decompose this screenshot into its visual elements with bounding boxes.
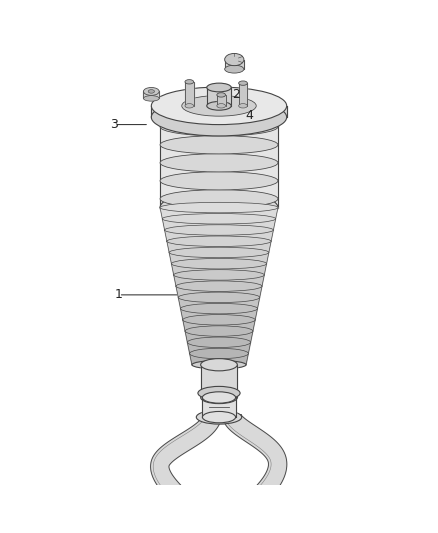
Ellipse shape	[148, 90, 155, 93]
Ellipse shape	[176, 281, 262, 292]
Polygon shape	[151, 106, 287, 117]
Ellipse shape	[187, 337, 251, 348]
Ellipse shape	[151, 87, 287, 125]
Text: 1: 1	[115, 288, 123, 301]
Ellipse shape	[171, 259, 267, 269]
Polygon shape	[239, 83, 247, 106]
Polygon shape	[202, 398, 236, 417]
Ellipse shape	[217, 103, 226, 108]
Ellipse shape	[207, 83, 231, 92]
Ellipse shape	[190, 348, 248, 359]
Ellipse shape	[243, 488, 269, 504]
Ellipse shape	[201, 359, 237, 371]
Ellipse shape	[144, 95, 159, 101]
Ellipse shape	[160, 118, 278, 136]
Polygon shape	[160, 109, 278, 207]
Ellipse shape	[160, 191, 278, 224]
Ellipse shape	[192, 360, 246, 369]
Ellipse shape	[201, 391, 237, 403]
Text: 2: 2	[233, 87, 240, 101]
Ellipse shape	[162, 490, 188, 506]
Ellipse shape	[202, 411, 236, 423]
Polygon shape	[185, 331, 253, 342]
Polygon shape	[162, 219, 276, 230]
Polygon shape	[176, 286, 262, 297]
Ellipse shape	[144, 87, 159, 95]
Ellipse shape	[207, 101, 231, 110]
Polygon shape	[201, 365, 237, 398]
Ellipse shape	[178, 292, 260, 303]
Ellipse shape	[206, 413, 232, 421]
Ellipse shape	[225, 65, 244, 73]
Polygon shape	[180, 309, 258, 320]
Ellipse shape	[160, 154, 278, 172]
Ellipse shape	[167, 236, 271, 246]
Polygon shape	[187, 342, 251, 353]
Polygon shape	[183, 320, 255, 331]
Ellipse shape	[160, 203, 278, 213]
Polygon shape	[174, 275, 264, 286]
Ellipse shape	[182, 95, 256, 116]
Ellipse shape	[160, 136, 278, 154]
Polygon shape	[160, 207, 278, 219]
Polygon shape	[225, 60, 244, 69]
Polygon shape	[217, 95, 226, 106]
Polygon shape	[151, 415, 220, 500]
Ellipse shape	[239, 81, 247, 85]
Ellipse shape	[162, 214, 276, 224]
Polygon shape	[167, 241, 271, 253]
Polygon shape	[190, 353, 248, 365]
Ellipse shape	[180, 303, 258, 314]
Polygon shape	[178, 297, 260, 309]
Ellipse shape	[151, 99, 287, 136]
Ellipse shape	[160, 93, 278, 126]
Ellipse shape	[170, 495, 181, 502]
Ellipse shape	[250, 492, 262, 499]
Ellipse shape	[160, 172, 278, 190]
Polygon shape	[185, 82, 194, 106]
Polygon shape	[165, 230, 273, 241]
Ellipse shape	[183, 314, 255, 325]
Ellipse shape	[198, 386, 240, 400]
Ellipse shape	[239, 103, 247, 108]
Polygon shape	[169, 253, 269, 264]
Ellipse shape	[165, 225, 273, 235]
Ellipse shape	[160, 190, 278, 208]
Ellipse shape	[185, 326, 253, 336]
Ellipse shape	[225, 53, 244, 66]
Ellipse shape	[169, 247, 269, 257]
Text: 4: 4	[246, 109, 254, 123]
Ellipse shape	[217, 93, 226, 97]
Polygon shape	[207, 87, 231, 106]
Ellipse shape	[196, 410, 242, 424]
Polygon shape	[144, 92, 159, 99]
Ellipse shape	[185, 79, 194, 84]
Ellipse shape	[185, 103, 194, 108]
Ellipse shape	[174, 270, 264, 280]
Ellipse shape	[202, 392, 236, 403]
Polygon shape	[171, 264, 267, 275]
Text: 3: 3	[110, 118, 118, 131]
Polygon shape	[223, 415, 287, 503]
